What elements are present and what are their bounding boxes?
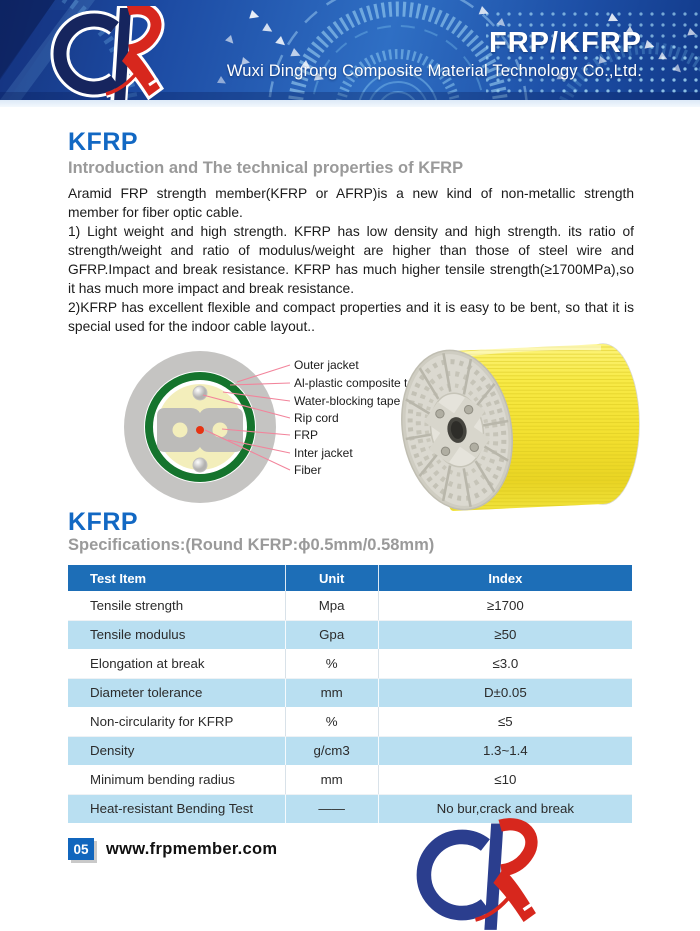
spec-heading: KFRP [68,508,139,536]
table-row: Elongation at break % ≤3.0 [68,649,632,679]
cell-test-item: Heat-resistant Bending Test [90,801,254,817]
header-banner: FRP/KFRP Wuxi Dingrong Composite Materia… [0,0,700,100]
cell-index: ≤10 [377,765,632,795]
fiber-dot [196,426,204,434]
intro-text: Aramid FRP strength member(KFRP or AFRP)… [68,184,634,336]
intro-paragraph-1: Aramid FRP strength member(KFRP or AFRP)… [68,186,634,220]
page-title: FRP/KFRP [489,27,642,59]
company-logo-icon [50,6,165,100]
cell-index: ≥50 [377,620,632,649]
diagram-label-rip-cord: Rip cord [294,411,339,425]
cell-index: 1.3~1.4 [377,736,632,765]
cell-unit: mm [284,678,379,707]
rip-cord-top [192,385,208,401]
table-row: Tensile modulus Gpa ≥50 [68,620,632,649]
kfrp-spool-image [401,343,640,511]
table-header-row: Test Item Unit Index [68,565,632,591]
table-row: Heat-resistant Bending Test —— No bur,cr… [68,794,632,823]
table-row: Tensile strength Mpa ≥1700 [68,591,632,621]
diagram-label-inter-jacket: Inter jacket [294,446,353,460]
diagram-label-outer-jacket: Outer jacket [294,358,359,372]
cell-test-item: Density [90,743,135,759]
table-row: Non-circularity for KFRP % ≤5 [68,707,632,737]
diagram-label-water-blocking-tape: Water-blocking tape [294,394,401,408]
intro-paragraph-3: 2)KFRP has excellent flexible and compac… [68,300,634,334]
company-name: Wuxi Dingrong Composite Material Technol… [226,62,642,80]
cable-cross-section-diagram: Outer jacket Al-plastic composite tape W… [124,351,428,503]
cell-test-item: Elongation at break [68,649,286,679]
cell-index: ≤5 [377,707,632,737]
table-row: Minimum bending radius mm ≤10 [68,765,632,795]
cell-test-item: Non-circularity for KFRP [68,707,286,737]
specifications-table: Test Item Unit Index Tensile strength Mp… [68,565,632,823]
rip-cord-bottom [192,457,208,473]
intro-subheading: Introduction and The technical propertie… [68,159,464,177]
leader-lines [202,364,291,471]
spec-subheading: Specifications:(Round KFRP:ϕ0.5mm/0.58mm… [68,536,435,554]
table-row: Diameter tolerance mm D±0.05 [68,678,632,707]
cell-index: No bur,crack and break [377,794,632,823]
cell-unit: % [284,649,379,679]
cell-test-item: Tensile strength [68,591,286,621]
cell-test-item: Tensile modulus [90,627,186,643]
cell-unit: mm [284,765,379,795]
intro-heading: KFRP [68,128,139,156]
al-plastic-tape-ring [145,372,255,482]
table-row: Density g/cm3 1.3~1.4 [68,736,632,765]
diagram-label-al-plastic-tape: Al-plastic composite tape [294,376,428,390]
cell-unit: Mpa [284,591,379,621]
column-header-unit: Unit [284,565,379,591]
cell-unit: % [284,707,379,737]
page-number-badge: 05 [68,838,94,860]
website-link[interactable]: www.frpmember.com [106,839,278,858]
column-header-test-item: Test Item [68,565,286,591]
footer-logo-icon [416,818,538,930]
diagram-label-frp: FRP [294,428,318,442]
cell-index: D±0.05 [377,678,632,707]
cell-unit: Gpa [284,620,379,649]
header-divider [0,100,700,107]
cell-unit: g/cm3 [284,736,379,765]
cell-unit: —— [284,794,379,823]
cell-index: ≥1700 [377,591,632,621]
column-header-index: Index [377,565,632,591]
cell-index: ≤3.0 [377,649,632,679]
diagram-label-fiber: Fiber [294,463,321,477]
footer: 05 www.frpmember.com [68,838,277,860]
cell-test-item: Diameter tolerance [90,685,203,701]
header-decoration [0,0,700,100]
cell-test-item: Minimum bending radius [68,765,286,795]
intro-paragraph-2: 1) Light weight and high strength. KFRP … [68,224,634,296]
